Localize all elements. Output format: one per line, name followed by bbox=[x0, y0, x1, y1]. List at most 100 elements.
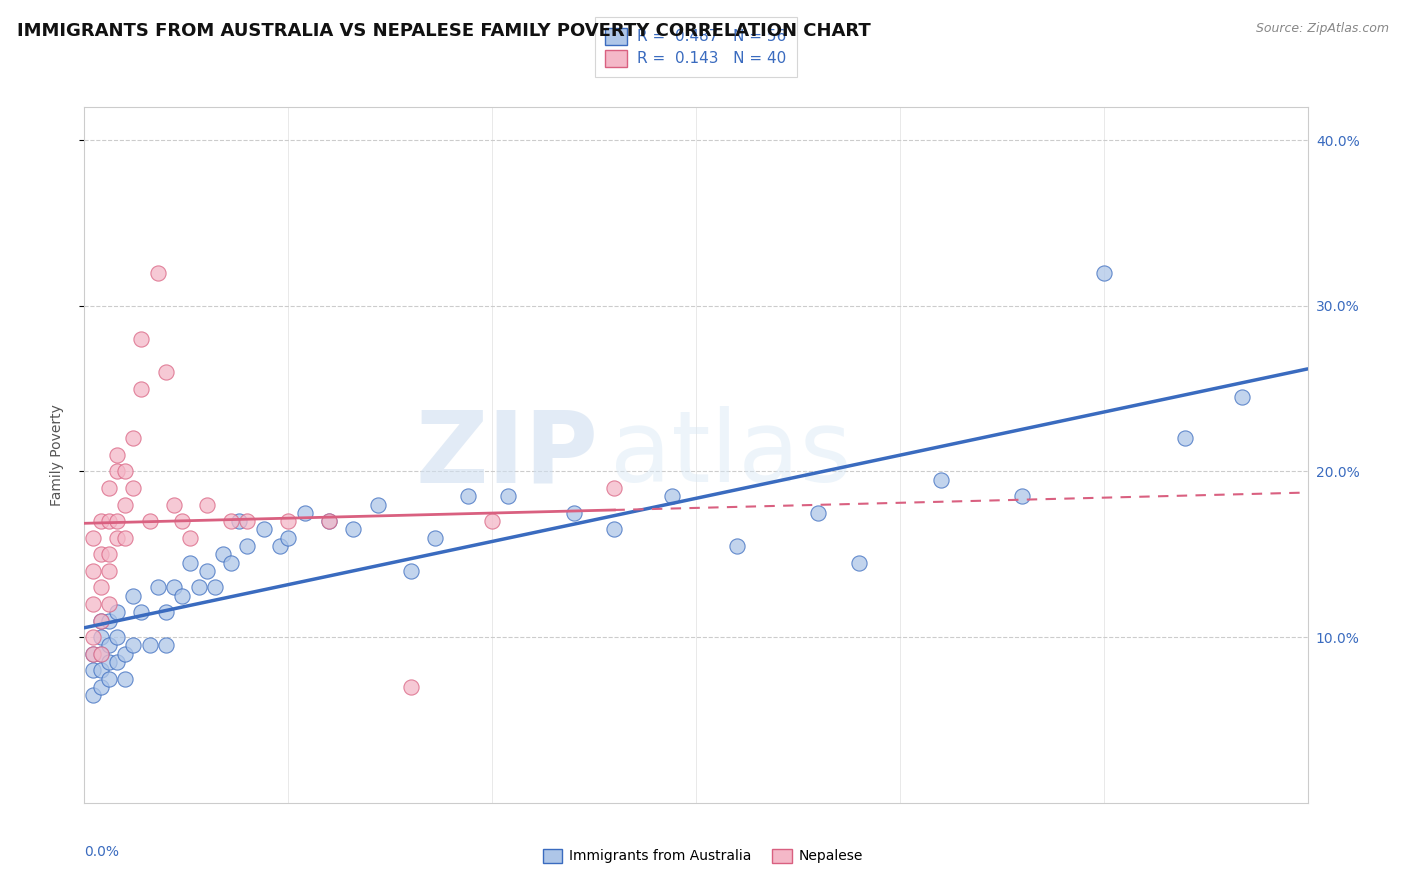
Point bbox=[269, 539, 291, 553]
Point bbox=[187, 581, 209, 595]
Point bbox=[82, 597, 104, 611]
Point bbox=[277, 514, 299, 528]
Point bbox=[105, 531, 128, 545]
Point bbox=[114, 498, 136, 512]
Point bbox=[90, 680, 112, 694]
Point bbox=[253, 523, 276, 537]
Point bbox=[105, 605, 128, 619]
Point bbox=[236, 539, 259, 553]
Point bbox=[929, 473, 952, 487]
Point bbox=[97, 564, 120, 578]
Point bbox=[97, 514, 120, 528]
Point bbox=[498, 489, 520, 503]
Point bbox=[138, 639, 160, 653]
Point bbox=[131, 332, 153, 346]
Point bbox=[82, 564, 104, 578]
Point bbox=[204, 581, 226, 595]
Point bbox=[725, 539, 748, 553]
Point bbox=[131, 382, 153, 396]
Text: atlas: atlas bbox=[610, 407, 852, 503]
Point bbox=[90, 547, 112, 561]
Text: Source: ZipAtlas.com: Source: ZipAtlas.com bbox=[1256, 22, 1389, 36]
Point bbox=[1174, 431, 1197, 445]
Point bbox=[219, 556, 242, 570]
Point bbox=[155, 365, 177, 379]
Point bbox=[562, 506, 585, 520]
Point bbox=[90, 581, 112, 595]
Text: IMMIGRANTS FROM AUSTRALIA VS NEPALESE FAMILY POVERTY CORRELATION CHART: IMMIGRANTS FROM AUSTRALIA VS NEPALESE FA… bbox=[17, 22, 870, 40]
Point bbox=[294, 506, 316, 520]
Point bbox=[163, 498, 186, 512]
Point bbox=[1092, 266, 1115, 280]
Point bbox=[90, 614, 112, 628]
Point bbox=[603, 523, 626, 537]
Point bbox=[90, 514, 112, 528]
Point bbox=[481, 514, 503, 528]
Point bbox=[97, 614, 120, 628]
Point bbox=[97, 481, 120, 495]
Point bbox=[82, 531, 104, 545]
Point bbox=[195, 498, 218, 512]
Point bbox=[97, 597, 120, 611]
Point bbox=[367, 498, 389, 512]
Point bbox=[90, 663, 112, 677]
Point bbox=[122, 481, 145, 495]
Point bbox=[105, 630, 128, 644]
Point bbox=[82, 647, 104, 661]
Point bbox=[807, 506, 830, 520]
Point bbox=[122, 431, 145, 445]
Point bbox=[179, 556, 201, 570]
Point bbox=[122, 639, 145, 653]
Point bbox=[105, 465, 128, 479]
Text: 0.0%: 0.0% bbox=[84, 845, 120, 858]
Point bbox=[457, 489, 479, 503]
Point bbox=[105, 655, 128, 669]
Point bbox=[399, 564, 422, 578]
Point bbox=[848, 556, 870, 570]
Point bbox=[603, 481, 626, 495]
Point bbox=[97, 639, 120, 653]
Point bbox=[399, 680, 422, 694]
Point bbox=[172, 589, 194, 603]
Point bbox=[82, 688, 104, 702]
Point bbox=[155, 639, 177, 653]
Point bbox=[212, 547, 235, 561]
Point bbox=[423, 531, 446, 545]
Point bbox=[97, 672, 120, 686]
Point bbox=[90, 647, 112, 661]
Point bbox=[195, 564, 218, 578]
Point bbox=[82, 663, 104, 677]
Point bbox=[155, 605, 177, 619]
Point bbox=[661, 489, 683, 503]
Legend: Immigrants from Australia, Nepalese: Immigrants from Australia, Nepalese bbox=[537, 843, 869, 869]
Point bbox=[131, 605, 153, 619]
Point bbox=[114, 531, 136, 545]
Point bbox=[138, 514, 160, 528]
Point bbox=[277, 531, 299, 545]
Legend: R =  0.487   N = 56, R =  0.143   N = 40: R = 0.487 N = 56, R = 0.143 N = 40 bbox=[595, 17, 797, 78]
Point bbox=[97, 547, 120, 561]
Point bbox=[105, 448, 128, 462]
Y-axis label: Family Poverty: Family Poverty bbox=[49, 404, 63, 506]
Point bbox=[114, 465, 136, 479]
Point bbox=[105, 514, 128, 528]
Point bbox=[342, 523, 364, 537]
Text: ZIP: ZIP bbox=[415, 407, 598, 503]
Point bbox=[179, 531, 201, 545]
Point bbox=[122, 589, 145, 603]
Point bbox=[146, 581, 169, 595]
Point bbox=[1232, 390, 1254, 404]
Point bbox=[163, 581, 186, 595]
Point bbox=[90, 630, 112, 644]
Point bbox=[90, 647, 112, 661]
Point bbox=[219, 514, 242, 528]
Point bbox=[82, 630, 104, 644]
Point bbox=[318, 514, 340, 528]
Point bbox=[114, 672, 136, 686]
Point bbox=[228, 514, 250, 528]
Point bbox=[236, 514, 259, 528]
Point bbox=[114, 647, 136, 661]
Point bbox=[172, 514, 194, 528]
Point bbox=[146, 266, 169, 280]
Point bbox=[82, 647, 104, 661]
